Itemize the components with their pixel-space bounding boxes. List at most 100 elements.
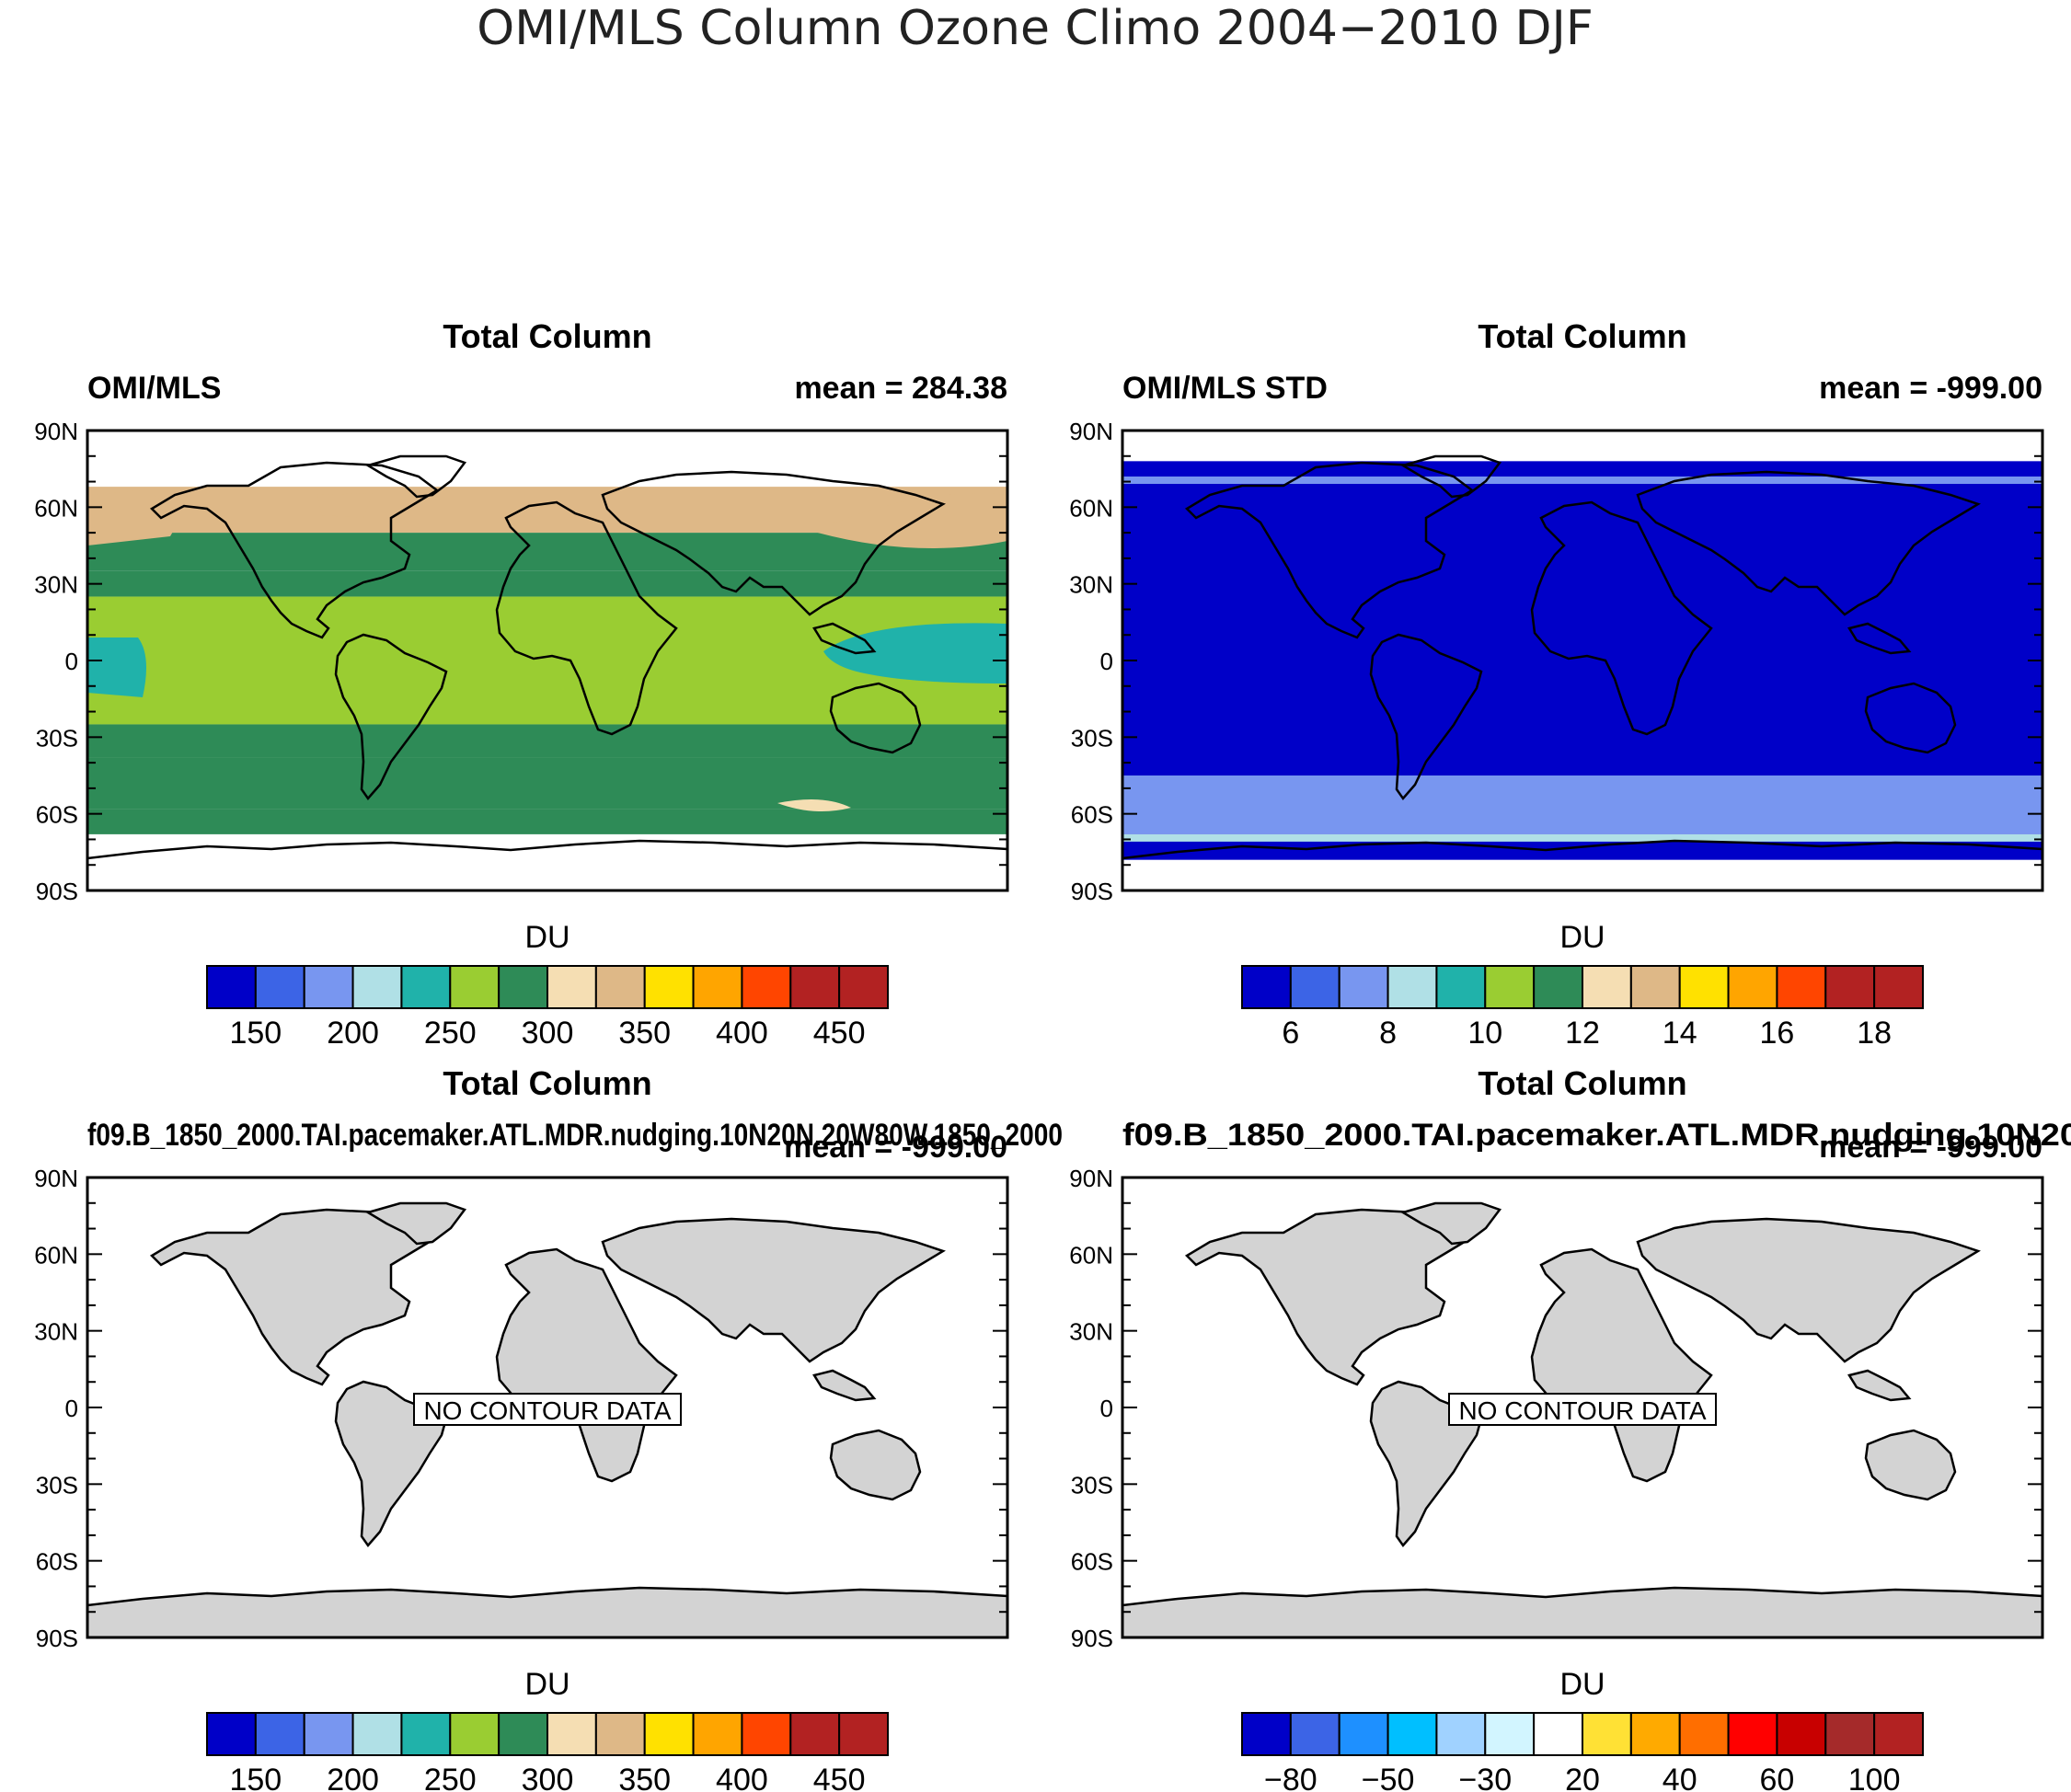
y-tick-label: 30N	[1069, 1318, 1113, 1346]
colorbar-swatch	[1824, 1712, 1876, 1756]
colorbar-tick-label: 450	[813, 1763, 866, 1792]
y-tick-label: 30S	[1071, 724, 1113, 752]
colorbar-tick-label: 250	[424, 1763, 477, 1792]
colorbar-swatch	[1289, 1712, 1340, 1756]
colorbar-swatch	[254, 965, 305, 1009]
colorbar-swatch	[303, 1712, 354, 1756]
contour-band	[87, 570, 1007, 597]
contour-feature-tropical-east-pacific	[87, 638, 146, 697]
colorbar-swatch	[498, 965, 548, 1009]
y-tick-label: 30S	[36, 724, 78, 752]
colorbar-tick-label: 350	[618, 1763, 671, 1792]
colorbar-swatch	[789, 965, 841, 1009]
y-tick-label: 30N	[34, 571, 78, 599]
colorbar-swatch	[547, 1712, 597, 1756]
no-contour-data-frame	[413, 1393, 682, 1426]
colorbar-swatch	[1678, 965, 1730, 1009]
colorbar-tick-label: 18	[1857, 1016, 1892, 1051]
panel-right-label: mean = -999.00	[1819, 371, 2042, 406]
colorbar-swatch	[1338, 1712, 1389, 1756]
colorbar-swatch	[1435, 965, 1487, 1009]
panel-right-label: mean = -999.00	[1819, 1130, 2042, 1165]
y-tick-label: 90S	[36, 878, 78, 905]
colorbar-swatch	[741, 1712, 792, 1756]
y-tick-label: 0	[1100, 648, 1113, 675]
colorbar-tick-label: 40	[1663, 1763, 1697, 1792]
y-tick-label: 60N	[34, 494, 78, 522]
contour-feature-antarctic-ring	[1122, 833, 2042, 842]
colorbar-tick-label: 250	[424, 1016, 477, 1051]
y-tick-label: 60N	[1069, 494, 1113, 522]
colorbar-title: DU	[524, 1667, 570, 1702]
colorbar-tick-label: 350	[618, 1016, 671, 1051]
contour-feature-southern-high	[777, 799, 851, 811]
colorbar-title: DU	[1559, 920, 1605, 955]
colorbar-title: DU	[1559, 1667, 1605, 1702]
contour-band	[87, 724, 1007, 758]
map-area	[87, 431, 1007, 890]
panel-title: Total Column	[443, 1064, 651, 1102]
colorbar-swatch	[1824, 965, 1876, 1009]
colorbar-swatch	[449, 1712, 500, 1756]
contour-feature-north-pacific	[814, 493, 1007, 548]
map-area: NO CONTOUR DATA	[1122, 1177, 2042, 1637]
colorbar-tick-label: 300	[522, 1763, 574, 1792]
y-tick-label: 90S	[1071, 1625, 1113, 1652]
colorbar-swatch	[1533, 1712, 1583, 1756]
contour-feature-tropical-west-pacific	[823, 623, 1007, 683]
colorbar-swatch	[206, 965, 257, 1009]
colorbar-tick-label: −50	[1362, 1763, 1415, 1792]
panel-title: Total Column	[443, 317, 651, 355]
y-tick-label: 0	[65, 648, 78, 675]
colorbar-swatch	[594, 1712, 646, 1756]
colorbar-swatch	[1533, 965, 1583, 1009]
colorbar-swatch	[692, 965, 743, 1009]
contour-band	[87, 757, 1007, 810]
colorbar-swatch	[643, 965, 695, 1009]
contour-band	[87, 809, 1007, 834]
colorbar: 150 200 250 300 350 400 450	[206, 1712, 890, 1792]
colorbar-tick-label: 150	[229, 1763, 282, 1792]
colorbar-tick-label: 400	[716, 1016, 768, 1051]
y-tick-label: 90N	[34, 1165, 78, 1192]
panel-left-label: OMI/MLS	[87, 371, 221, 406]
y-tick-label: 90S	[1071, 878, 1113, 905]
y-tick-label: 0	[1100, 1395, 1113, 1422]
colorbar-swatch	[594, 965, 646, 1009]
colorbar-swatch	[1484, 1712, 1536, 1756]
colorbar-swatch	[1727, 965, 1778, 1009]
colorbar-tick-label: 60	[1760, 1763, 1795, 1792]
colorbar-swatch	[1776, 965, 1827, 1009]
colorbar-title: DU	[524, 920, 570, 955]
panel-left-label: f09.B_1850_2000.TAI.pacemaker.ATL.MDR.nu…	[87, 1118, 1063, 1153]
y-tick-label: 30N	[1069, 571, 1113, 599]
colorbar-swatch	[1289, 965, 1340, 1009]
colorbar-tick-label: 200	[327, 1763, 379, 1792]
chart-panel-1: Total Column OMI/MLS mean = 284.38 90N 60N 30…	[34, 317, 1009, 1051]
y-tick-label: 30S	[1071, 1471, 1113, 1499]
colorbar-swatch	[838, 1712, 890, 1756]
colorbar-swatch	[351, 965, 403, 1009]
colorbar-swatch	[692, 1712, 743, 1756]
colorbar-swatch	[547, 965, 597, 1009]
y-tick-label: 90N	[1069, 418, 1113, 445]
colorbar-tick-label: 12	[1565, 1016, 1600, 1051]
colorbar-swatch	[1241, 1712, 1292, 1756]
colorbar: 6 8 10 12 14 16 18	[1241, 965, 1925, 1051]
colorbar-swatch	[1386, 1712, 1438, 1756]
chart-panel-2: Total Column OMI/MLS STD mean = -999.00 90N…	[1069, 317, 2044, 1051]
panel-left-label: f09.B_1850_2000.TAI.pacemaker.ATL.MDR.nu…	[1122, 1118, 2071, 1153]
colorbar-tick-label: 10	[1467, 1016, 1502, 1051]
colorbar-swatch	[254, 1712, 305, 1756]
figure-title: OMI/MLS Column Ozone Climo 2004−2010 DJF	[477, 1, 1593, 56]
colorbar-swatch	[838, 965, 890, 1009]
chart-panel-4: Total Column f09.B_1850_2000.TAI.pacemake…	[1069, 1064, 2071, 1792]
y-tick-label: 60N	[34, 1241, 78, 1269]
colorbar-swatch	[1678, 1712, 1730, 1756]
colorbar-tick-label: 200	[327, 1016, 379, 1051]
colorbar-swatch	[449, 965, 500, 1009]
colorbar-swatch	[400, 1712, 452, 1756]
colorbar-swatch	[303, 965, 354, 1009]
colorbar: 150 200 250 300 350 400 450	[206, 965, 890, 1051]
